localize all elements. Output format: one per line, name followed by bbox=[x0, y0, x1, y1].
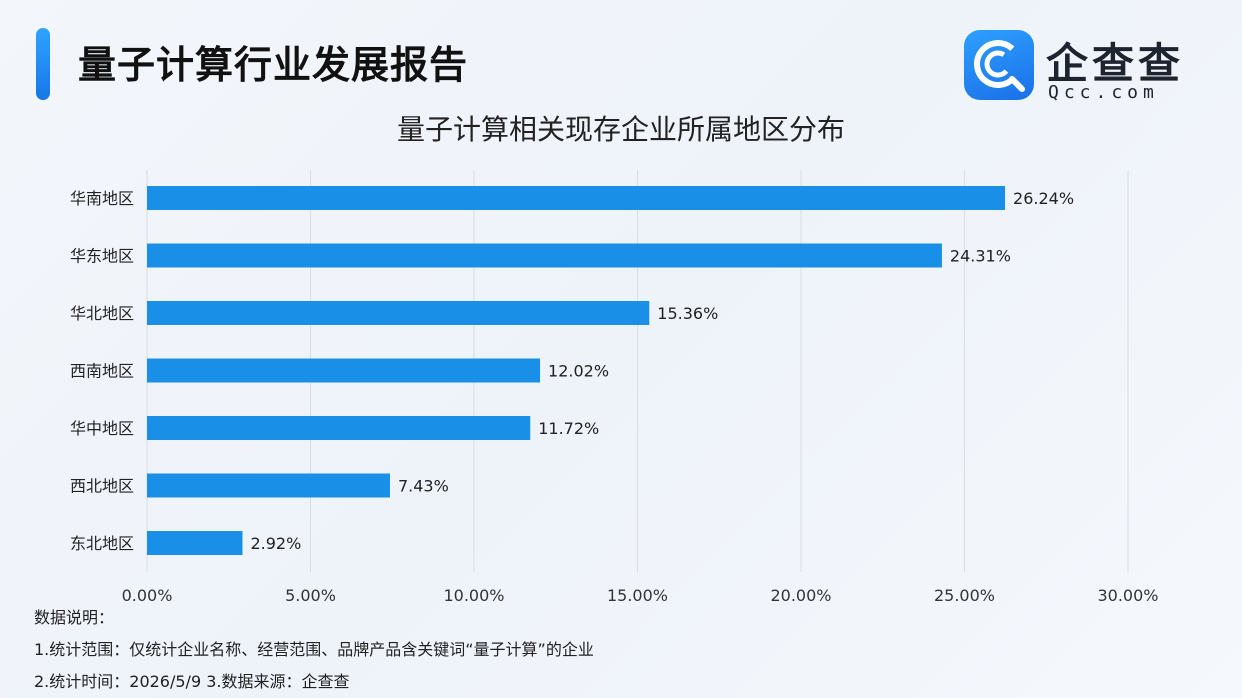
qcc-logo-icon bbox=[964, 30, 1034, 100]
notes-heading: 数据说明： bbox=[34, 608, 115, 627]
report-title: 量子计算行业发展报告 bbox=[78, 43, 469, 87]
data-notes: 数据说明： 1.统计范围：仅统计企业名称、经营范围、品牌产品含关键词“量子计算”… bbox=[34, 602, 594, 698]
x-tick-label: 0.00% bbox=[122, 586, 173, 605]
bar bbox=[147, 473, 390, 498]
data-label: 24.31% bbox=[950, 247, 1011, 266]
bar bbox=[147, 243, 942, 268]
category-label: 华东地区 bbox=[70, 247, 134, 266]
x-tick-label: 5.00% bbox=[285, 586, 336, 605]
logo-name: 企查查 bbox=[1046, 39, 1185, 88]
category-label: 西北地区 bbox=[70, 477, 134, 496]
category-label: 西南地区 bbox=[70, 362, 134, 381]
data-label: 15.36% bbox=[657, 304, 718, 323]
chart-title: 量子计算相关现存企业所属地区分布 bbox=[396, 113, 845, 146]
category-label: 东北地区 bbox=[70, 534, 134, 553]
category-label: 华南地区 bbox=[70, 189, 134, 208]
qcc-logo: 企查查 Qcc.com bbox=[964, 28, 1214, 104]
data-label: 2.92% bbox=[250, 534, 301, 553]
logo-domain: Qcc.com bbox=[1048, 82, 1159, 103]
title-accent-bar bbox=[36, 28, 50, 100]
bar bbox=[147, 358, 541, 383]
x-tick-label: 20.00% bbox=[770, 586, 831, 605]
x-tick-label: 25.00% bbox=[934, 586, 995, 605]
data-label: 26.24% bbox=[1013, 189, 1074, 208]
bar bbox=[147, 301, 650, 325]
category-label: 华北地区 bbox=[70, 304, 134, 323]
bar bbox=[147, 186, 1006, 210]
data-label: 12.02% bbox=[548, 362, 609, 381]
bar bbox=[147, 531, 243, 555]
notes-line-1: 1.统计范围：仅统计企业名称、经营范围、品牌产品含关键词“量子计算”的企业 bbox=[34, 640, 594, 659]
x-tick-label: 10.00% bbox=[443, 586, 504, 605]
data-label: 11.72% bbox=[538, 419, 599, 438]
x-tick-label: 15.00% bbox=[607, 586, 668, 605]
category-label: 华中地区 bbox=[70, 419, 134, 438]
x-tick-label: 30.00% bbox=[1097, 586, 1158, 605]
notes-line-2: 2.统计时间：2026/5/9 3.数据来源：企查查 bbox=[34, 672, 350, 691]
bar bbox=[147, 416, 531, 440]
data-label: 7.43% bbox=[398, 477, 449, 496]
